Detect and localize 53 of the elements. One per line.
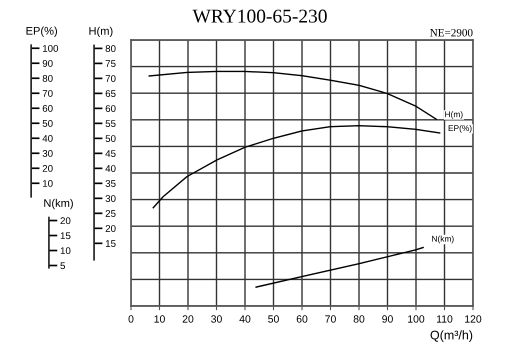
y-tick-label: 65 — [106, 90, 116, 97]
y2-tick-label: 40 — [42, 135, 53, 142]
series-label: EP(%) — [448, 124, 472, 133]
y2-tick-label: 100 — [42, 44, 58, 52]
line-series — [255, 246, 424, 288]
y-tick-label: 35 — [106, 180, 116, 187]
y3-tick-label: 10 — [60, 247, 70, 254]
y-tick-label: 55 — [106, 120, 116, 127]
chart-title: WRY100-65-230 — [192, 10, 327, 23]
y3-tick-label: 5 — [60, 262, 66, 270]
x-tick-label: 120 — [465, 315, 482, 323]
y2-tick-label: 10 — [42, 180, 53, 187]
x-tick-label: 60 — [296, 315, 308, 323]
x-tick-label: 30 — [211, 315, 222, 323]
series-label: H(m) — [445, 111, 463, 119]
y3-tick-label: 20 — [60, 217, 70, 224]
y-tick-label: 70 — [106, 75, 116, 82]
x-tick-label: 20 — [182, 315, 194, 323]
y-tick-label: 50 — [106, 135, 116, 142]
y2-tick-label: 30 — [42, 150, 53, 157]
line-series — [152, 124, 440, 208]
y-tick-label: 20 — [106, 225, 116, 232]
x-tick-label: 40 — [239, 315, 250, 323]
text: NE=2900 — [430, 28, 473, 36]
y-tick-label: 40 — [105, 165, 116, 172]
y3-tick-label: 15 — [60, 232, 70, 240]
x-tick-label: 110 — [436, 315, 452, 323]
line-series — [148, 70, 437, 120]
y2-tick-label: 60 — [42, 104, 53, 112]
y-tick-label: 80 — [106, 45, 116, 52]
x-tick-label: 100 — [408, 315, 424, 323]
y2-tick-label: 20 — [42, 165, 53, 172]
y-tick-label: 25 — [106, 210, 116, 217]
series-label: N(km) — [432, 236, 454, 244]
y-axis-title: H(m) — [89, 26, 112, 38]
x-axis-title: Q(m³/h) — [430, 330, 472, 342]
y2-axis-title: EP(%) — [26, 26, 57, 37]
x-tick-label: 10 — [154, 315, 165, 323]
y2-tick-label: 80 — [42, 74, 53, 82]
x-tick-label: 70 — [325, 315, 336, 323]
y-tick-label: 60 — [106, 105, 116, 112]
y2-tick-label: 90 — [42, 60, 53, 67]
y2-tick-label: 50 — [42, 120, 53, 127]
x-tick-label: 0 — [128, 315, 134, 323]
y2-tick-label: 70 — [42, 90, 53, 97]
x-tick-label: 80 — [354, 315, 364, 323]
y-tick-label: 45 — [105, 150, 116, 157]
y-tick-label: 75 — [106, 60, 116, 68]
y-tick-label: 30 — [106, 195, 116, 202]
y-tick-label: 15 — [106, 240, 116, 247]
y3-axis-title: N(km) — [44, 198, 73, 210]
x-tick-label: 90 — [382, 315, 393, 323]
x-tick-label: 50 — [268, 315, 279, 323]
